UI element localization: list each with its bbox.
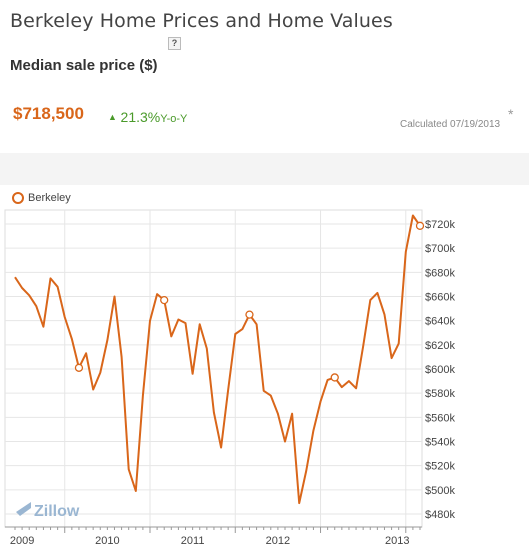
chart-subtitle: Median sale price ($) xyxy=(10,57,158,74)
data-point-marker[interactable] xyxy=(415,221,425,230)
series-berkeley xyxy=(14,214,425,505)
legend[interactable]: Berkeley xyxy=(12,192,71,206)
y-tick-label: $660k xyxy=(425,292,455,304)
current-price: $718,500 xyxy=(13,104,84,123)
y-tick-label: $500k xyxy=(425,485,455,497)
data-point-marker[interactable] xyxy=(330,373,339,382)
y-tick-label: $560k xyxy=(425,412,455,424)
y-tick-label: $540k xyxy=(425,437,455,449)
price-line-chart: Zillow $480k $500k $520k $540k $560k $580k $60… xyxy=(4,209,455,547)
data-point-marker[interactable] xyxy=(245,310,254,319)
y-tick-label: $580k xyxy=(425,388,455,400)
y-tick-label: $600k xyxy=(425,364,455,376)
axes: $480k $500k $520k $540k $560k $580k $600k $620k… xyxy=(5,219,455,547)
y-tick-label: $680k xyxy=(425,267,455,279)
y-tick-label: $520k xyxy=(425,461,455,473)
calculated-date: Calculated 07/19/2013 xyxy=(400,119,501,130)
toolbar-band xyxy=(0,153,529,185)
x-tick-label: 2013 xyxy=(385,535,409,547)
help-icon[interactable]: ? xyxy=(168,37,181,50)
footnote-asterisk[interactable]: * xyxy=(508,106,514,122)
y-tick-label: $700k xyxy=(425,243,455,255)
legend-label-berkeley: Berkeley xyxy=(28,192,71,204)
series-line-berkeley xyxy=(14,214,421,505)
zillow-logo: Zillow xyxy=(34,503,80,520)
data-point-marker[interactable] xyxy=(160,295,169,305)
yoy-change: ▲ 21.3%Y-o-Y xyxy=(108,109,187,125)
data-point-marker[interactable] xyxy=(74,363,84,372)
yoy-percent: 21.3% xyxy=(120,109,161,125)
up-arrow-icon: ▲ xyxy=(108,112,117,122)
grid-lines xyxy=(4,209,423,528)
yoy-label: Y-o-Y xyxy=(160,113,188,125)
y-tick-label: $620k xyxy=(425,340,455,352)
page-title: Berkeley Home Prices and Home Values xyxy=(10,10,393,32)
x-tick-label: 2010 xyxy=(95,535,119,547)
y-tick-label: $640k xyxy=(425,316,455,328)
x-tick-label: 2009 xyxy=(10,535,34,547)
zillow-z-icon xyxy=(16,502,31,516)
legend-marker xyxy=(12,192,24,204)
y-tick-label: $480k xyxy=(425,509,455,521)
x-tick-label: 2012 xyxy=(266,535,290,547)
zillow-watermark: Zillow xyxy=(16,502,80,520)
y-tick-label: $720k xyxy=(425,219,455,231)
x-tick-label: 2011 xyxy=(181,535,205,547)
